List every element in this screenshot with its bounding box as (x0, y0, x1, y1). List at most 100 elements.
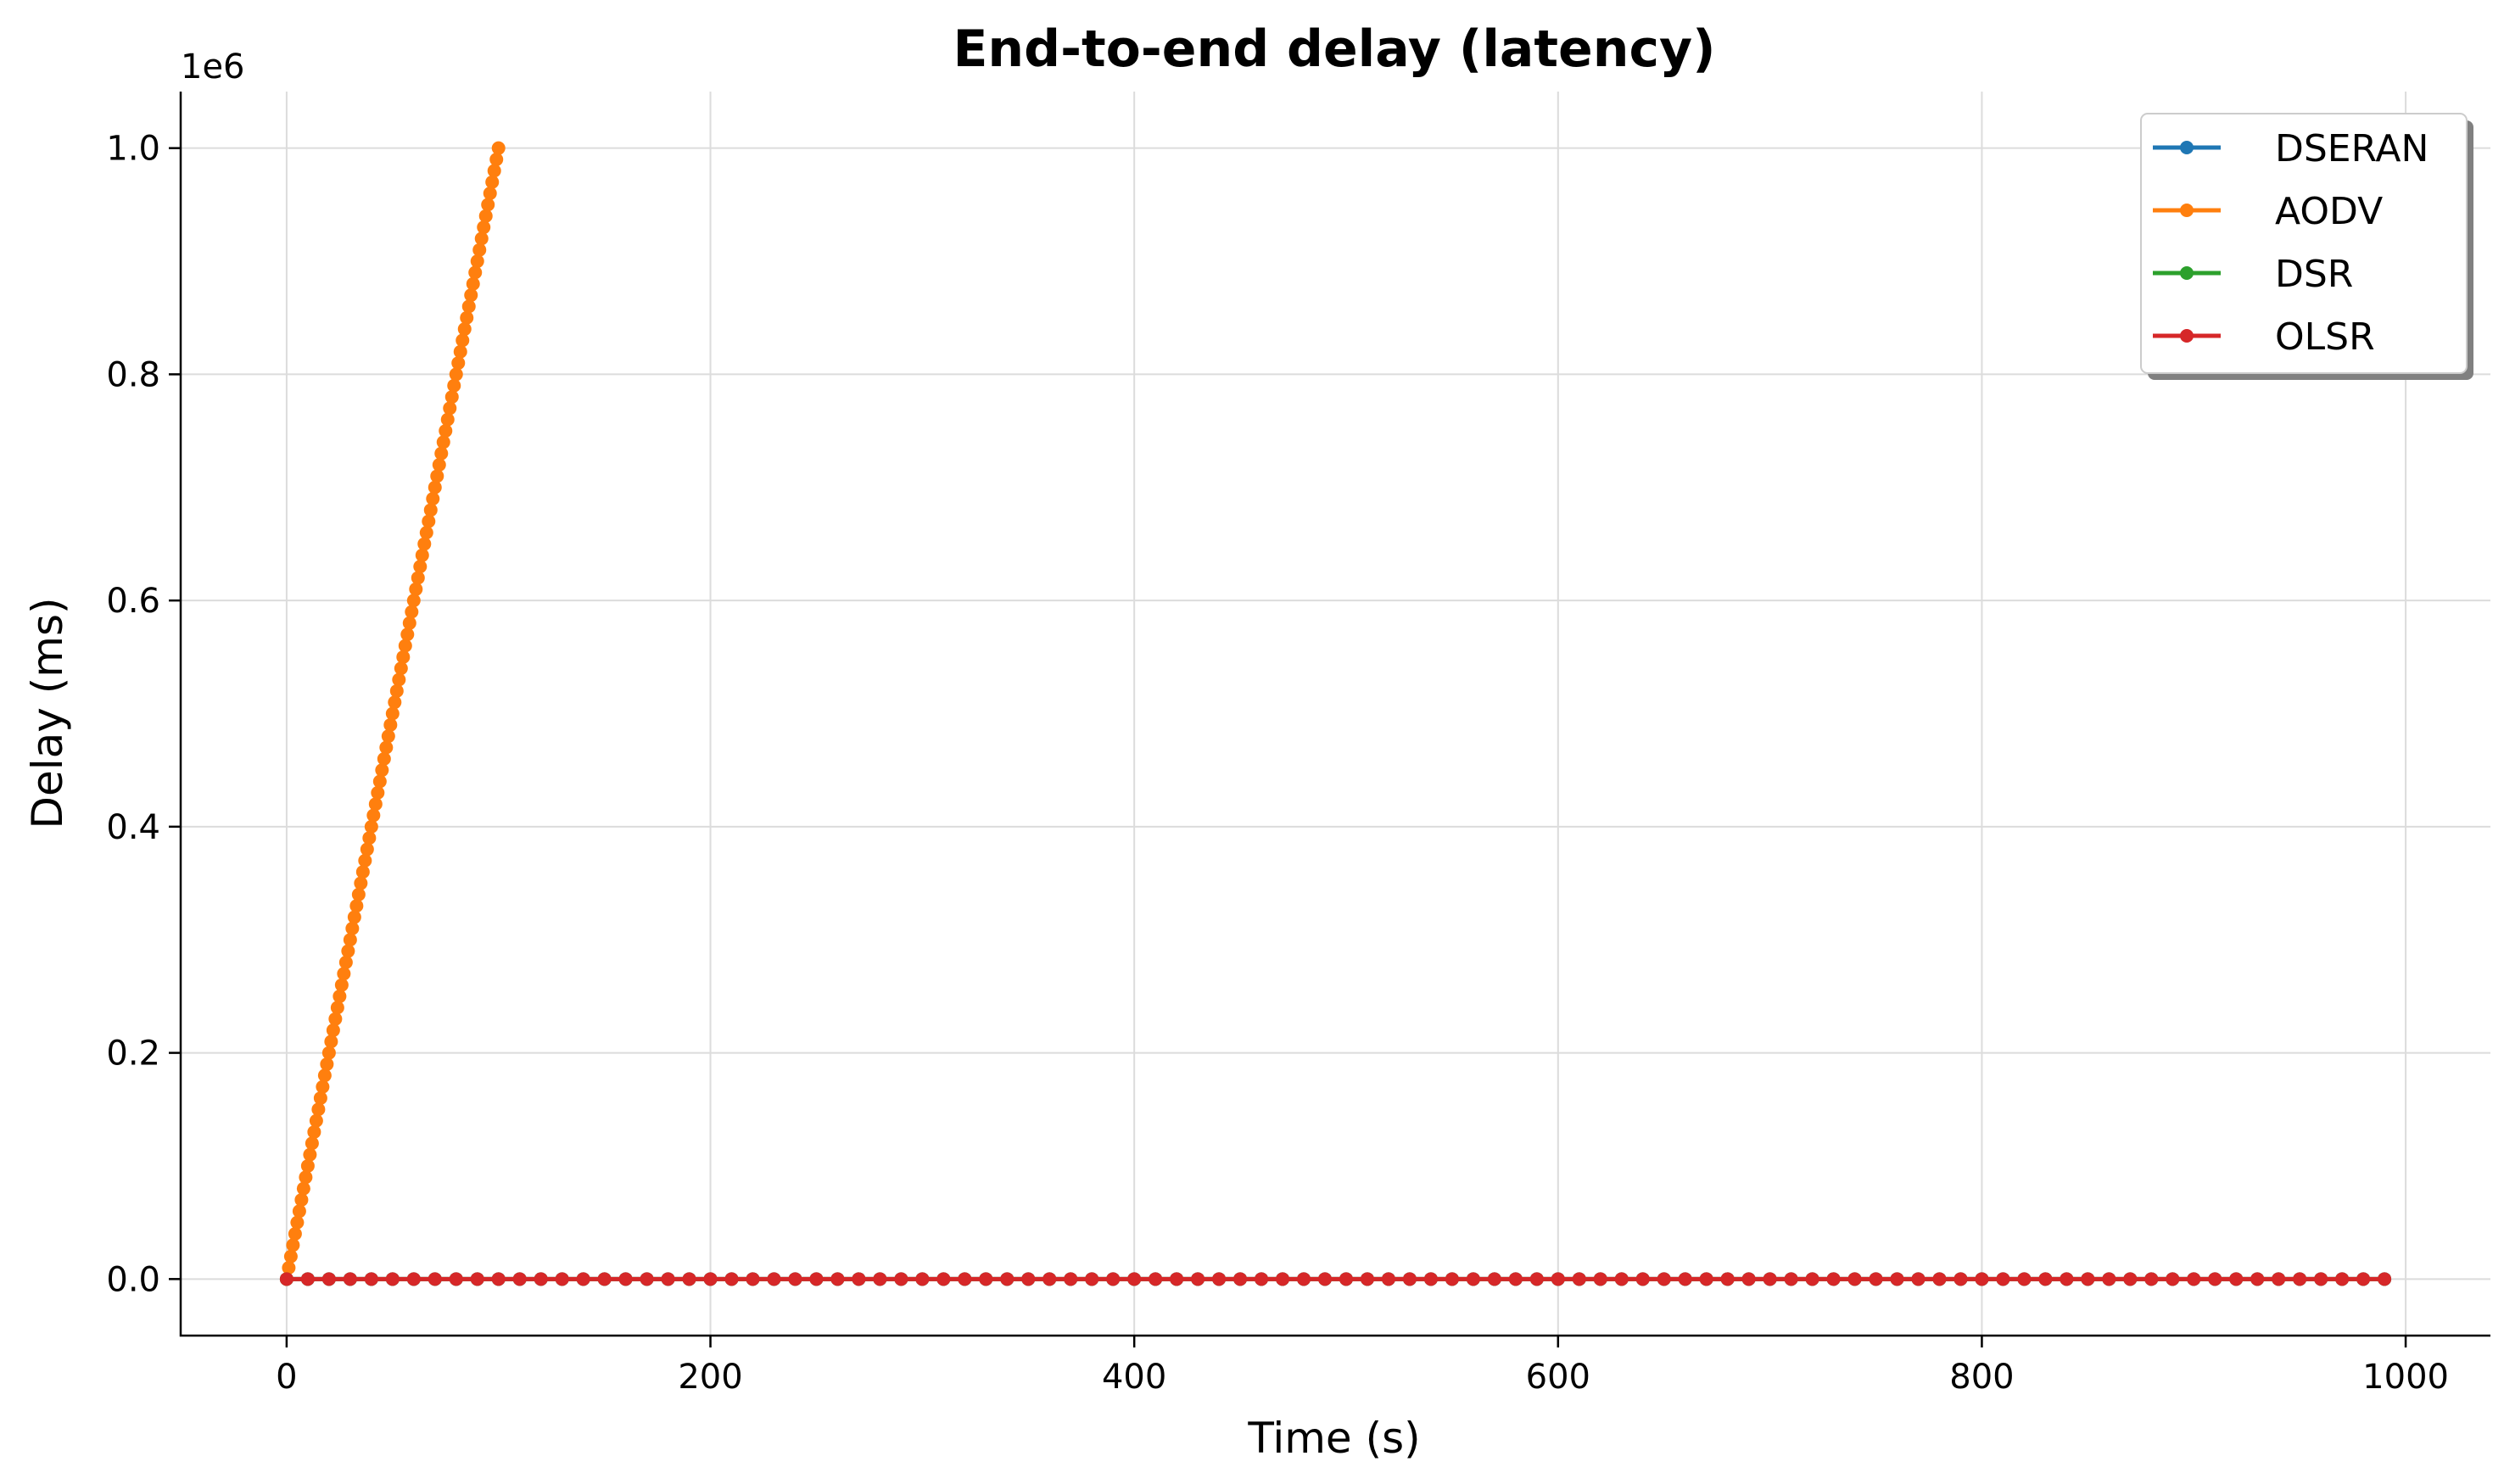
data-point (936, 1272, 951, 1286)
data-point (1339, 1272, 1353, 1286)
data-point (809, 1272, 824, 1286)
data-point (1805, 1272, 1819, 1286)
x-tick-label: 200 (678, 1358, 742, 1397)
data-point (2293, 1272, 2307, 1286)
data-point (852, 1272, 866, 1286)
data-point (434, 446, 449, 460)
data-point (321, 1272, 336, 1286)
data-point (1720, 1272, 1735, 1286)
data-point (1953, 1272, 1968, 1286)
data-point (317, 1068, 332, 1083)
data-point (375, 763, 389, 778)
data-point (487, 164, 501, 178)
y-tick-label: 0.0 (106, 1260, 160, 1299)
data-point (1170, 1272, 1184, 1286)
data-point (428, 1272, 442, 1286)
data-point (2144, 1272, 2159, 1286)
data-point (347, 910, 361, 924)
data-point (2123, 1272, 2138, 1286)
data-point (1635, 1272, 1650, 1286)
data-point (477, 220, 491, 235)
data-point (330, 1001, 344, 1015)
data-point (1233, 1272, 1248, 1286)
data-point (428, 480, 442, 494)
data-point (1932, 1272, 1947, 1286)
data-point (788, 1272, 802, 1286)
data-point (292, 1204, 306, 1219)
data-point (661, 1272, 675, 1286)
data-point (576, 1272, 590, 1286)
data-point (2356, 1272, 2371, 1286)
data-point (457, 322, 472, 337)
data-point (324, 1035, 338, 1049)
data-point (345, 921, 360, 935)
data-point (328, 1012, 343, 1026)
data-point (436, 435, 450, 449)
data-point (388, 695, 402, 710)
data-point (1042, 1272, 1057, 1286)
data-point (470, 254, 484, 269)
data-point (464, 288, 478, 303)
data-point (400, 628, 415, 642)
data-point (1593, 1272, 1607, 1286)
data-point (2102, 1272, 2116, 1286)
data-point (2378, 1272, 2392, 1286)
data-point (767, 1272, 781, 1286)
x-tick-label: 0 (276, 1358, 297, 1397)
data-point (320, 1057, 334, 1071)
data-point (1466, 1272, 1480, 1286)
data-point (402, 616, 416, 630)
data-point (1678, 1272, 1692, 1286)
data-point (1191, 1272, 1205, 1286)
legend-item: OLSR (2153, 315, 2375, 359)
y-offset-label: 1e6 (181, 47, 245, 86)
data-point (341, 944, 355, 958)
data-point (453, 344, 467, 359)
legend-swatch-marker (2180, 204, 2194, 217)
data-point (303, 1147, 317, 1162)
data-point (419, 526, 433, 540)
data-point (296, 1181, 310, 1196)
data-point (873, 1272, 887, 1286)
data-point (1255, 1272, 1269, 1286)
data-point (326, 1023, 340, 1037)
data-point (385, 1272, 400, 1286)
data-point (474, 232, 489, 246)
data-point (491, 1272, 506, 1286)
y-tick-label: 0.6 (106, 582, 160, 621)
data-point (405, 605, 419, 619)
data-point (368, 797, 383, 812)
data-point (468, 265, 483, 280)
data-point (426, 492, 440, 506)
data-point (439, 424, 453, 438)
data-point (300, 1158, 315, 1173)
data-point (305, 1136, 319, 1151)
legend-item: DSERAN (2153, 127, 2429, 170)
data-point (449, 1272, 463, 1286)
data-point (279, 1272, 293, 1286)
data-point (351, 887, 366, 901)
data-point (362, 831, 377, 845)
data-point (1699, 1272, 1713, 1286)
data-point (334, 978, 349, 992)
y-tick-label: 0.2 (106, 1035, 160, 1074)
data-point (406, 1272, 421, 1286)
data-point (398, 639, 412, 653)
data-point (1423, 1272, 1438, 1286)
data-point (555, 1272, 569, 1286)
data-point (1297, 1272, 1311, 1286)
data-point (349, 899, 364, 913)
data-point (1614, 1272, 1629, 1286)
data-point (372, 774, 387, 789)
data-point (1890, 1272, 1904, 1286)
data-point (1106, 1272, 1121, 1286)
data-point (383, 717, 398, 732)
data-point (1487, 1272, 1501, 1286)
data-point (1529, 1272, 1544, 1286)
legend: DSERAN AODV DSR OLSR (2140, 113, 2473, 380)
data-point (443, 401, 457, 416)
data-point (472, 243, 487, 257)
data-point (449, 367, 463, 382)
data-point (444, 390, 459, 404)
data-point (316, 1080, 330, 1094)
